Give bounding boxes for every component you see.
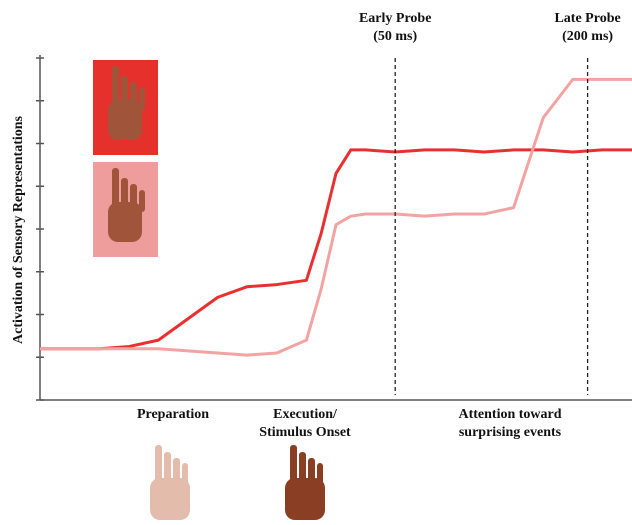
probe-label: (50 ms): [373, 29, 417, 44]
phase-label: Execution/: [273, 407, 338, 422]
hand-icon: [285, 445, 325, 520]
phase-label: Stimulus Onset: [259, 425, 351, 440]
probe-label: (200 ms): [562, 29, 613, 44]
probe-label: Early Probe: [359, 11, 431, 26]
chart: Activation of Sensory Representations Ea…: [0, 0, 632, 525]
y-axis-label: Activation of Sensory Representations: [11, 115, 26, 344]
phase-label: Attention toward: [458, 407, 561, 422]
phase-label: surprising events: [459, 425, 562, 440]
phase-label: Preparation: [137, 407, 209, 422]
page: {"chart_data":{"type":"line", "y_label":…: [0, 0, 632, 525]
probe-label: Late Probe: [554, 11, 620, 26]
hand-icon: [150, 445, 190, 520]
